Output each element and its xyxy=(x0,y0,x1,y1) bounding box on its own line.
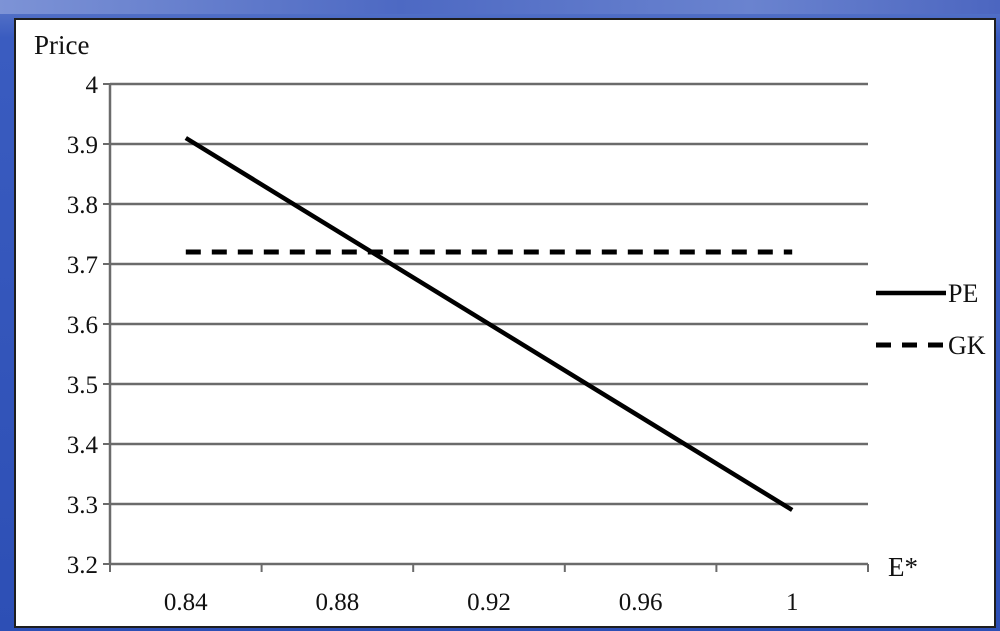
series-lines xyxy=(184,136,794,512)
legend-label-gk: GK xyxy=(948,331,986,360)
x-tick-label: 0.92 xyxy=(467,589,511,616)
x-tick-label: 1 xyxy=(786,589,799,616)
y-tick-label: 3.3 xyxy=(67,492,98,519)
tick-labels: 3.2 3.3 3.4 3.5 3.6 3.7 3.8 3.9 4 0.84 0.88 0.92 0.9… xyxy=(67,72,799,616)
grid-lines xyxy=(110,82,868,506)
y-axis-title: Price xyxy=(34,30,89,60)
axes xyxy=(103,83,869,572)
y-tick-label: 3.6 xyxy=(67,312,98,339)
x-tick-label: 0.88 xyxy=(316,589,360,616)
x-axis-title: E* xyxy=(888,552,918,582)
x-tick-label: 0.84 xyxy=(164,589,208,616)
y-tick-label: 3.7 xyxy=(67,252,98,279)
legend-label-pe: PE xyxy=(948,279,978,308)
chart-frame: 3.2 3.3 3.4 3.5 3.6 3.7 3.8 3.9 4 0.84 0.88 0.92 0.9… xyxy=(14,18,996,628)
line-chart: 3.2 3.3 3.4 3.5 3.6 3.7 3.8 3.9 4 0.84 0.88 0.92 0.9… xyxy=(34,30,986,616)
x-tick-label: 0.96 xyxy=(619,589,663,616)
y-tick-label: 4 xyxy=(86,72,99,99)
y-tick-label: 3.2 xyxy=(67,552,98,579)
y-tick-label: 3.8 xyxy=(67,192,98,219)
slide-top-strip xyxy=(0,0,1000,14)
y-tick-label: 3.9 xyxy=(67,132,98,159)
series-line-pe xyxy=(184,136,794,512)
y-tick-label: 3.4 xyxy=(67,432,99,459)
y-tick-label: 3.5 xyxy=(67,372,98,399)
legend: PE GK xyxy=(876,279,986,360)
